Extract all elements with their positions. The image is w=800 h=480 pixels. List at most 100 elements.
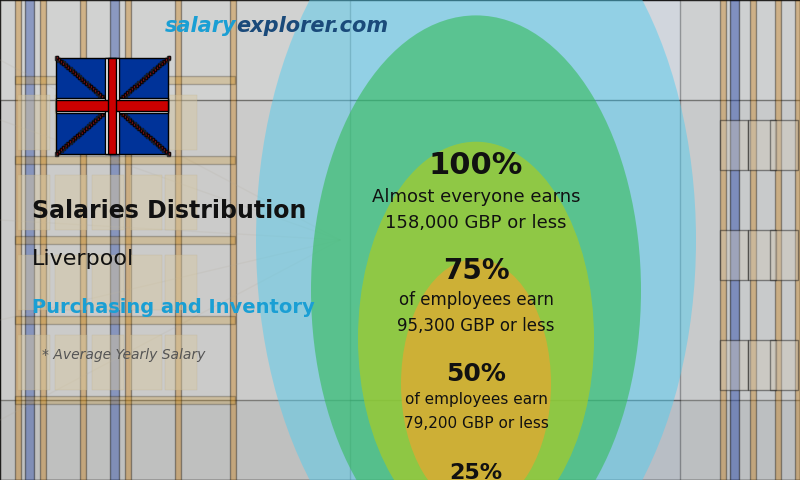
FancyBboxPatch shape bbox=[62, 146, 65, 150]
FancyBboxPatch shape bbox=[730, 0, 739, 480]
FancyBboxPatch shape bbox=[64, 144, 67, 148]
FancyBboxPatch shape bbox=[106, 108, 108, 112]
FancyBboxPatch shape bbox=[76, 134, 78, 137]
FancyBboxPatch shape bbox=[129, 89, 130, 93]
FancyBboxPatch shape bbox=[135, 84, 138, 86]
FancyBboxPatch shape bbox=[87, 83, 90, 87]
Text: Almost everyone earns: Almost everyone earns bbox=[372, 188, 580, 206]
FancyBboxPatch shape bbox=[90, 85, 92, 89]
FancyBboxPatch shape bbox=[126, 117, 128, 120]
FancyBboxPatch shape bbox=[82, 79, 86, 83]
Text: Liverpool: Liverpool bbox=[32, 249, 134, 269]
Text: explorer.com: explorer.com bbox=[236, 16, 388, 36]
FancyBboxPatch shape bbox=[155, 142, 158, 146]
FancyBboxPatch shape bbox=[110, 105, 112, 108]
FancyBboxPatch shape bbox=[58, 150, 60, 154]
FancyBboxPatch shape bbox=[55, 335, 87, 390]
FancyBboxPatch shape bbox=[62, 146, 64, 149]
FancyBboxPatch shape bbox=[115, 107, 117, 110]
FancyBboxPatch shape bbox=[147, 134, 149, 137]
FancyBboxPatch shape bbox=[58, 58, 60, 61]
Text: 50%: 50% bbox=[446, 362, 506, 386]
FancyBboxPatch shape bbox=[81, 131, 82, 133]
FancyBboxPatch shape bbox=[74, 136, 76, 139]
FancyBboxPatch shape bbox=[770, 120, 798, 170]
FancyBboxPatch shape bbox=[96, 116, 99, 120]
FancyBboxPatch shape bbox=[125, 0, 131, 480]
FancyBboxPatch shape bbox=[90, 85, 92, 88]
FancyBboxPatch shape bbox=[110, 0, 119, 480]
FancyBboxPatch shape bbox=[15, 316, 235, 324]
FancyBboxPatch shape bbox=[166, 150, 167, 153]
FancyBboxPatch shape bbox=[122, 95, 124, 99]
FancyBboxPatch shape bbox=[720, 340, 748, 390]
FancyBboxPatch shape bbox=[720, 120, 748, 170]
FancyBboxPatch shape bbox=[58, 150, 60, 153]
FancyBboxPatch shape bbox=[117, 108, 120, 112]
FancyBboxPatch shape bbox=[87, 125, 90, 128]
FancyBboxPatch shape bbox=[15, 0, 21, 480]
Text: of employees earn: of employees earn bbox=[398, 291, 554, 309]
FancyBboxPatch shape bbox=[146, 73, 150, 77]
FancyBboxPatch shape bbox=[69, 67, 72, 72]
FancyBboxPatch shape bbox=[117, 99, 120, 103]
FancyBboxPatch shape bbox=[138, 82, 140, 84]
FancyBboxPatch shape bbox=[130, 87, 134, 91]
FancyBboxPatch shape bbox=[56, 58, 168, 154]
Text: 25%: 25% bbox=[450, 463, 502, 480]
FancyBboxPatch shape bbox=[74, 72, 76, 75]
FancyBboxPatch shape bbox=[114, 101, 118, 105]
FancyBboxPatch shape bbox=[99, 115, 101, 118]
FancyBboxPatch shape bbox=[85, 126, 88, 130]
FancyBboxPatch shape bbox=[770, 340, 798, 390]
FancyBboxPatch shape bbox=[130, 255, 162, 310]
FancyBboxPatch shape bbox=[134, 85, 135, 88]
FancyBboxPatch shape bbox=[107, 58, 117, 154]
FancyBboxPatch shape bbox=[165, 150, 168, 154]
FancyBboxPatch shape bbox=[92, 175, 124, 230]
FancyBboxPatch shape bbox=[90, 123, 92, 126]
Ellipse shape bbox=[401, 259, 551, 480]
FancyBboxPatch shape bbox=[67, 142, 69, 145]
FancyBboxPatch shape bbox=[75, 73, 78, 77]
FancyBboxPatch shape bbox=[55, 152, 58, 155]
FancyBboxPatch shape bbox=[78, 132, 80, 135]
FancyBboxPatch shape bbox=[103, 97, 106, 100]
FancyBboxPatch shape bbox=[55, 56, 58, 60]
FancyBboxPatch shape bbox=[60, 148, 62, 151]
FancyBboxPatch shape bbox=[70, 68, 71, 71]
FancyBboxPatch shape bbox=[94, 89, 97, 93]
FancyBboxPatch shape bbox=[123, 114, 126, 119]
FancyBboxPatch shape bbox=[135, 124, 138, 128]
FancyBboxPatch shape bbox=[165, 58, 168, 61]
FancyBboxPatch shape bbox=[78, 76, 80, 79]
FancyBboxPatch shape bbox=[158, 144, 161, 148]
Text: * Average Yearly Salary: * Average Yearly Salary bbox=[42, 348, 206, 362]
FancyBboxPatch shape bbox=[128, 89, 131, 93]
FancyBboxPatch shape bbox=[18, 255, 50, 310]
FancyBboxPatch shape bbox=[0, 0, 350, 480]
FancyBboxPatch shape bbox=[75, 134, 78, 138]
FancyBboxPatch shape bbox=[720, 0, 726, 480]
FancyBboxPatch shape bbox=[139, 128, 142, 132]
FancyBboxPatch shape bbox=[106, 99, 108, 103]
FancyBboxPatch shape bbox=[165, 95, 197, 150]
FancyBboxPatch shape bbox=[139, 79, 142, 83]
FancyBboxPatch shape bbox=[115, 101, 117, 104]
FancyBboxPatch shape bbox=[78, 132, 81, 136]
FancyBboxPatch shape bbox=[150, 136, 151, 139]
FancyBboxPatch shape bbox=[108, 107, 110, 110]
FancyBboxPatch shape bbox=[110, 103, 112, 106]
FancyBboxPatch shape bbox=[154, 140, 156, 144]
FancyBboxPatch shape bbox=[70, 140, 71, 144]
FancyBboxPatch shape bbox=[92, 335, 124, 390]
FancyBboxPatch shape bbox=[98, 114, 102, 119]
FancyBboxPatch shape bbox=[60, 60, 62, 63]
FancyBboxPatch shape bbox=[160, 61, 163, 65]
FancyBboxPatch shape bbox=[147, 74, 149, 77]
FancyBboxPatch shape bbox=[135, 125, 138, 128]
FancyBboxPatch shape bbox=[142, 131, 144, 133]
FancyBboxPatch shape bbox=[59, 60, 62, 63]
FancyBboxPatch shape bbox=[122, 96, 124, 98]
FancyBboxPatch shape bbox=[158, 64, 160, 67]
